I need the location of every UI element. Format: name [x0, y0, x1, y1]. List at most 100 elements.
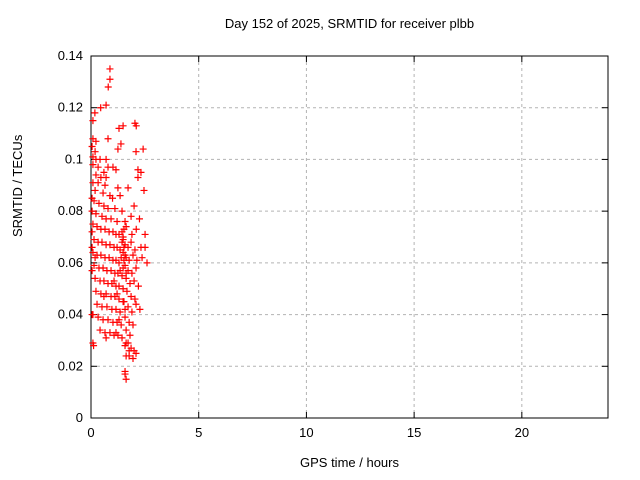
data-point-marker: [106, 65, 114, 73]
data-point-marker: [116, 308, 124, 316]
data-point-marker: [128, 230, 136, 238]
data-point-marker: [118, 272, 126, 280]
data-point-marker: [92, 171, 100, 179]
data-point-marker: [114, 145, 122, 153]
data-point-marker: [115, 230, 123, 238]
data-point-marker: [99, 264, 107, 272]
data-point-marker: [135, 215, 143, 223]
data-point-marker: [126, 280, 134, 288]
data-point-marker: [107, 215, 115, 223]
data-point-marker: [129, 251, 137, 259]
data-point-marker: [139, 145, 147, 153]
data-point-marker: [126, 331, 134, 339]
data-point-marker: [127, 212, 135, 220]
data-point-marker: [118, 334, 126, 342]
data-point-marker: [120, 243, 128, 251]
data-point-marker: [118, 207, 126, 215]
data-point-marker: [100, 202, 108, 210]
chart-title: Day 152 of 2025, SRMTID for receiver plb…: [224, 16, 475, 31]
y-tick-label: 0.02: [58, 358, 83, 373]
data-point-marker: [92, 155, 100, 163]
data-point-marker: [107, 267, 115, 275]
data-point-marker: [94, 313, 102, 321]
data-point-marker: [106, 75, 114, 83]
data-point-marker: [89, 249, 97, 257]
data-point-marker: [120, 256, 128, 264]
data-point-marker: [100, 292, 108, 300]
data-point-marker: [121, 305, 129, 313]
data-point-marker: [98, 212, 106, 220]
data-point-marker: [104, 83, 112, 91]
data-point-marker: [89, 117, 97, 125]
data-point-marker: [124, 184, 132, 192]
data-point-marker: [128, 308, 136, 316]
y-tick-label: 0.14: [58, 48, 83, 63]
data-point-marker: [115, 282, 123, 290]
data-point-marker: [91, 109, 99, 117]
x-tick-label: 15: [407, 425, 421, 440]
data-point-marker: [127, 238, 135, 246]
data-point-marker: [119, 285, 127, 293]
data-point-marker: [91, 148, 99, 156]
data-point-marker: [106, 329, 114, 337]
data-point-marker: [137, 168, 145, 176]
data-point-marker: [121, 370, 129, 378]
data-point-marker: [92, 137, 100, 145]
data-point-marker: [141, 243, 149, 251]
y-tick-label: 0.08: [58, 203, 83, 218]
data-point-marker: [101, 181, 109, 189]
data-point-marker: [90, 342, 98, 350]
data-point-marker: [104, 316, 112, 324]
data-point-marker: [134, 174, 142, 182]
y-tick-label: 0.12: [58, 100, 83, 115]
data-point-marker: [125, 318, 133, 326]
data-point-marker: [100, 168, 108, 176]
data-point-marker: [136, 305, 144, 313]
x-tick-label: 10: [299, 425, 313, 440]
y-tick-label: 0: [76, 410, 83, 425]
data-point-marker: [88, 228, 96, 236]
data-point-marker: [115, 124, 123, 132]
data-point-marker: [94, 163, 102, 171]
data-point-marker: [95, 199, 103, 207]
data-point-marker: [111, 205, 119, 213]
data-point-marker: [91, 254, 99, 262]
data-point-marker: [111, 292, 119, 300]
data-point-marker: [125, 352, 133, 360]
data-point-marker: [131, 246, 139, 254]
data-point-marker: [114, 331, 122, 339]
data-point-marker: [143, 259, 151, 267]
data-point-marker: [132, 122, 140, 130]
data-point-marker: [96, 326, 104, 334]
x-tick-label: 20: [515, 425, 529, 440]
data-point-marker: [91, 186, 99, 194]
data-point-marker: [89, 220, 97, 228]
data-point-marker: [122, 375, 130, 383]
data-point-marker: [132, 148, 140, 156]
y-tick-label: 0.06: [58, 255, 83, 270]
data-point-marker: [117, 321, 125, 329]
data-point-marker: [119, 122, 127, 130]
plot-border: [90, 55, 609, 419]
data-point-marker: [93, 223, 101, 231]
x-axis-label: GPS time / hours: [300, 455, 399, 470]
data-point-marker: [132, 300, 140, 308]
data-point-marker: [122, 326, 130, 334]
y-tick-label: 0.1: [65, 151, 83, 166]
data-point-marker: [123, 287, 131, 295]
data-point-marker: [132, 264, 140, 272]
data-point-marker: [88, 207, 96, 215]
data-point-marker: [97, 251, 105, 259]
data-point-marker: [100, 277, 108, 285]
data-point-marker: [88, 143, 96, 150]
data-point-marker: [109, 194, 117, 202]
data-point-marker: [103, 303, 111, 311]
data-point-marker: [114, 269, 122, 277]
data-point-marker: [141, 230, 149, 238]
data-point-marker: [140, 186, 148, 194]
data-point-marker: [112, 305, 120, 313]
data-point-marker: [101, 225, 109, 233]
data-point-marker: [99, 189, 107, 197]
